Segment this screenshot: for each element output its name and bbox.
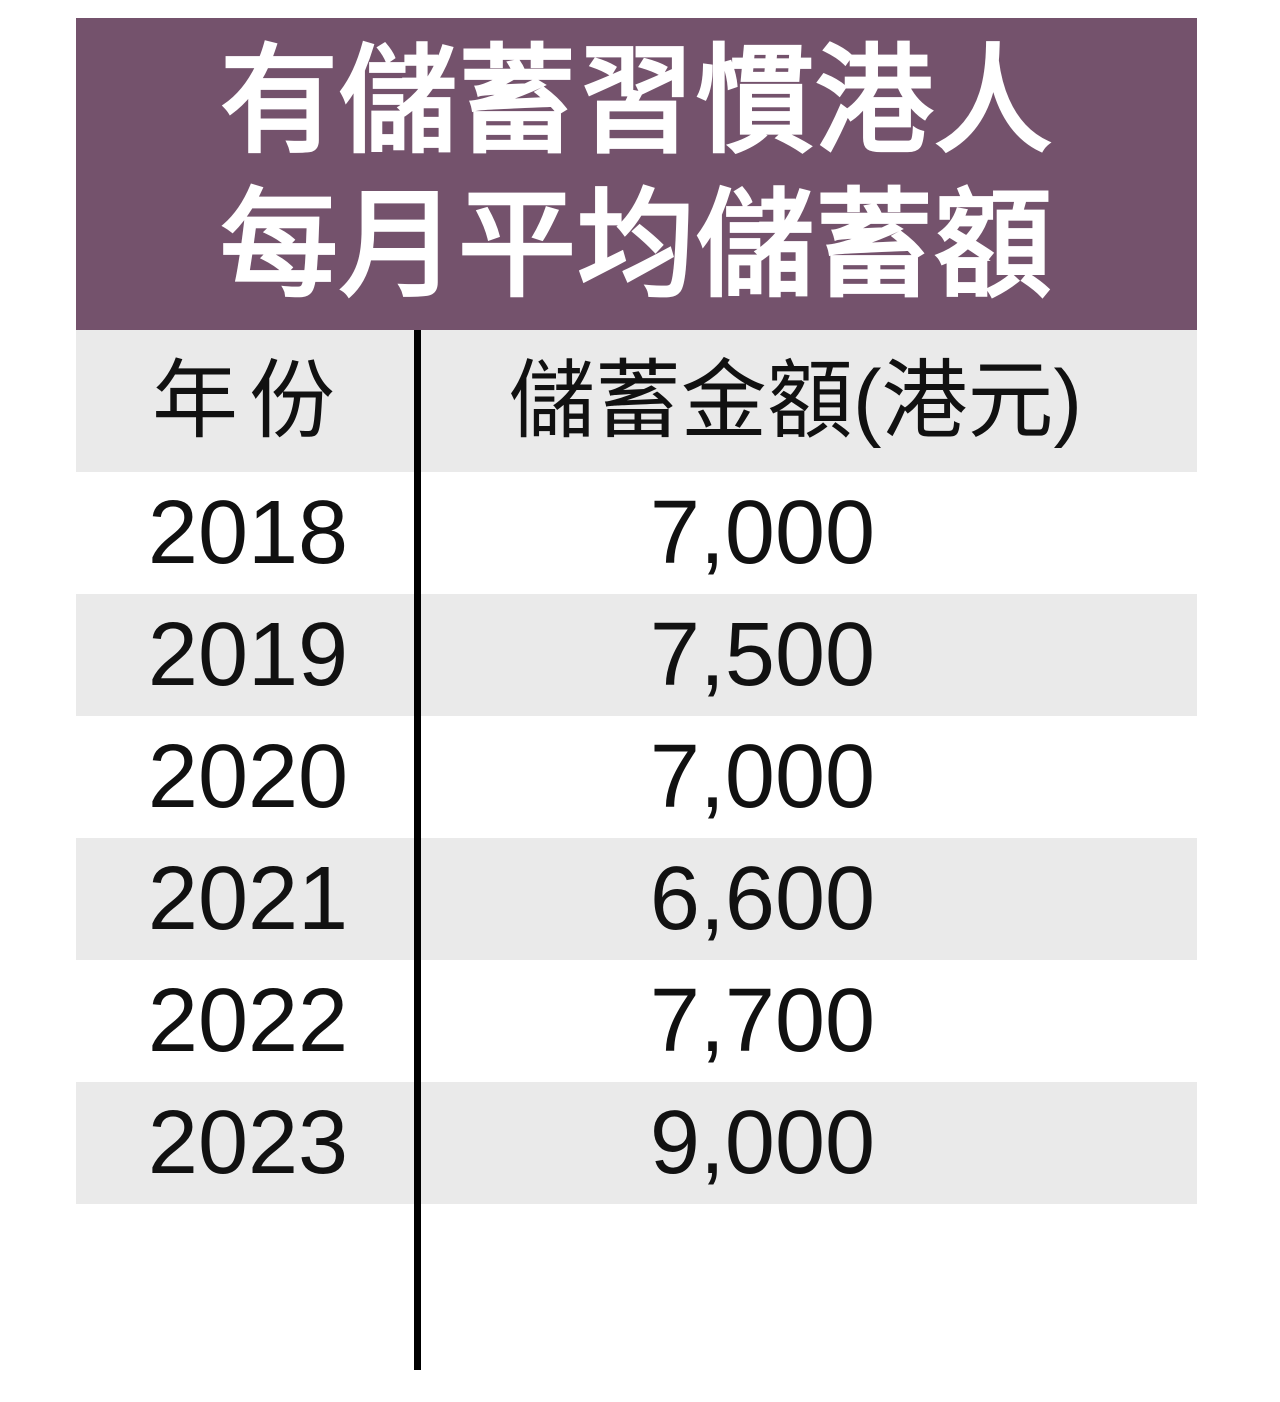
cell-year: 2021 xyxy=(147,849,349,949)
cell-year: 2022 xyxy=(147,971,349,1071)
title-banner: 有儲蓄習慣港人 每月平均儲蓄額 xyxy=(76,18,1197,330)
table-row: 2021 6,600 xyxy=(76,838,1197,960)
cell-year: 2018 xyxy=(147,483,349,583)
cell-year: 2023 xyxy=(147,1093,349,1193)
title-line-2: 每月平均儲蓄額 xyxy=(219,180,1053,312)
cell-amount: 6,600 xyxy=(649,849,876,949)
header-cell-amount: 儲蓄金額(港元) xyxy=(508,353,1083,449)
cell-amount: 9,000 xyxy=(649,1093,876,1193)
table-row: 2020 7,000 xyxy=(76,716,1197,838)
cell-amount: 7,000 xyxy=(649,727,876,827)
data-table: 年份 儲蓄金額(港元) 2018 7,000 2019 7,500 2020 7… xyxy=(76,330,1197,1370)
cell-amount: 7,500 xyxy=(649,605,876,705)
column-divider xyxy=(414,330,421,1370)
table-row: 2019 7,500 xyxy=(76,594,1197,716)
cell-year: 2019 xyxy=(147,605,349,705)
table-row: 2018 7,000 xyxy=(76,472,1197,594)
header-cell-year: 年份 xyxy=(152,353,346,449)
title-line-1: 有儲蓄習慣港人 xyxy=(219,36,1053,169)
cell-amount: 7,700 xyxy=(649,971,876,1071)
table-row: 2023 9,000 xyxy=(76,1082,1197,1204)
cell-amount: 7,000 xyxy=(649,483,876,583)
table-header-row: 年份 儲蓄金額(港元) xyxy=(76,330,1197,472)
cell-year: 2020 xyxy=(147,727,349,827)
table-row: 2022 7,700 xyxy=(76,960,1197,1082)
